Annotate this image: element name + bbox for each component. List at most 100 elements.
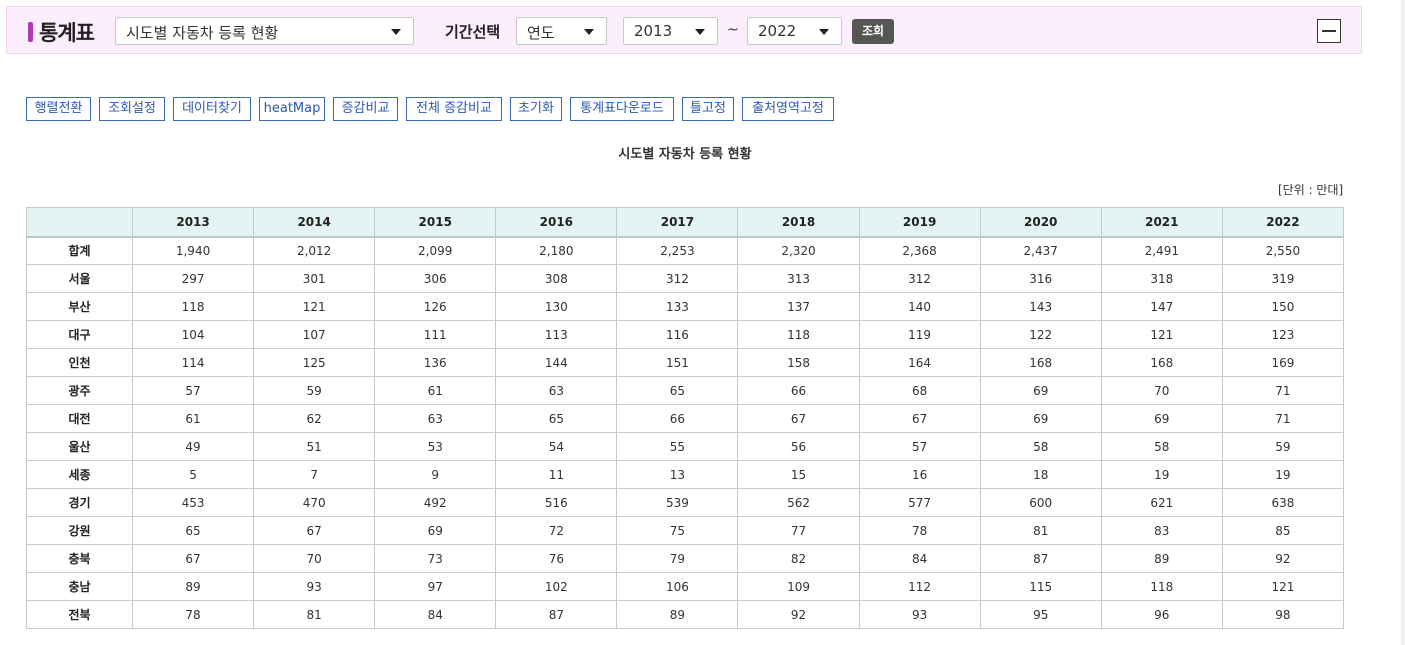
query-settings-button[interactable]: 조회설정 <box>99 97 165 121</box>
table-cell[interactable]: 137 <box>737 292 860 321</box>
row-header[interactable]: 세종 <box>26 460 133 489</box>
table-cell[interactable]: 319 <box>1221 264 1345 293</box>
table-select[interactable]: 시도별 자동차 등록 현황 <box>115 17 414 45</box>
table-cell[interactable]: 7 <box>253 460 376 489</box>
table-cell[interactable]: 104 <box>131 320 255 349</box>
table-cell[interactable]: 78 <box>858 516 981 545</box>
table-cell[interactable]: 87 <box>979 544 1102 573</box>
table-cell[interactable]: 125 <box>253 348 376 377</box>
table-cell[interactable]: 15 <box>737 460 860 489</box>
table-cell[interactable]: 16 <box>858 460 981 489</box>
table-cell[interactable]: 57 <box>131 376 255 405</box>
table-cell[interactable]: 318 <box>1100 264 1223 293</box>
table-cell[interactable]: 2,550 <box>1221 236 1345 265</box>
table-cell[interactable]: 95 <box>979 600 1102 629</box>
table-cell[interactable]: 539 <box>616 488 739 517</box>
table-cell[interactable]: 2,368 <box>858 236 981 265</box>
row-header[interactable]: 울산 <box>26 432 133 461</box>
table-cell[interactable]: 144 <box>495 348 618 377</box>
table-cell[interactable]: 150 <box>1221 292 1345 321</box>
table-cell[interactable]: 5 <box>131 460 255 489</box>
table-cell[interactable]: 89 <box>131 572 255 601</box>
table-cell[interactable]: 68 <box>858 376 981 405</box>
table-cell[interactable]: 121 <box>253 292 376 321</box>
table-cell[interactable]: 297 <box>131 264 255 293</box>
row-header[interactable]: 합계 <box>26 236 133 265</box>
column-header[interactable]: 2017 <box>616 207 739 238</box>
row-header[interactable]: 광주 <box>26 376 133 405</box>
table-cell[interactable]: 93 <box>858 600 981 629</box>
table-cell[interactable]: 72 <box>495 516 618 545</box>
table-cell[interactable]: 63 <box>495 376 618 405</box>
table-cell[interactable]: 121 <box>1221 572 1345 601</box>
collapse-icon[interactable] <box>1317 19 1341 43</box>
column-header[interactable]: 2020 <box>979 207 1102 238</box>
table-cell[interactable]: 73 <box>374 544 497 573</box>
table-cell[interactable]: 59 <box>253 376 376 405</box>
heatmap-button[interactable]: heatMap <box>259 97 325 121</box>
table-cell[interactable]: 113 <box>495 320 618 349</box>
table-cell[interactable]: 130 <box>495 292 618 321</box>
table-cell[interactable]: 122 <box>979 320 1102 349</box>
table-cell[interactable]: 2,320 <box>737 236 860 265</box>
freeze-panes-button[interactable]: 틀고정 <box>682 97 734 121</box>
table-cell[interactable]: 67 <box>737 404 860 433</box>
table-cell[interactable]: 92 <box>1221 544 1345 573</box>
table-cell[interactable]: 75 <box>616 516 739 545</box>
table-cell[interactable]: 71 <box>1221 404 1345 433</box>
table-cell[interactable]: 92 <box>737 600 860 629</box>
table-cell[interactable]: 9 <box>374 460 497 489</box>
table-cell[interactable]: 13 <box>616 460 739 489</box>
table-cell[interactable]: 470 <box>253 488 376 517</box>
table-cell[interactable]: 65 <box>131 516 255 545</box>
table-cell[interactable]: 61 <box>374 376 497 405</box>
row-header[interactable]: 경기 <box>26 488 133 517</box>
scrollbar[interactable] <box>1401 0 1405 645</box>
row-header[interactable]: 부산 <box>26 292 133 321</box>
column-header[interactable]: 2016 <box>495 207 618 238</box>
table-cell[interactable]: 313 <box>737 264 860 293</box>
table-cell[interactable]: 69 <box>979 404 1102 433</box>
row-header[interactable]: 대전 <box>26 404 133 433</box>
table-cell[interactable]: 136 <box>374 348 497 377</box>
table-cell[interactable]: 453 <box>131 488 255 517</box>
table-cell[interactable]: 106 <box>616 572 739 601</box>
table-cell[interactable]: 81 <box>979 516 1102 545</box>
table-cell[interactable]: 121 <box>1100 320 1223 349</box>
table-cell[interactable]: 312 <box>616 264 739 293</box>
table-cell[interactable]: 56 <box>737 432 860 461</box>
find-data-button[interactable]: 데이터찾기 <box>173 97 251 121</box>
download-button[interactable]: 통계표다운로드 <box>570 97 674 121</box>
row-header[interactable]: 충남 <box>26 572 133 601</box>
table-cell[interactable]: 70 <box>253 544 376 573</box>
table-cell[interactable]: 2,253 <box>616 236 739 265</box>
row-header[interactable]: 강원 <box>26 516 133 545</box>
table-cell[interactable]: 516 <box>495 488 618 517</box>
table-cell[interactable]: 69 <box>1100 404 1223 433</box>
table-cell[interactable]: 96 <box>1100 600 1223 629</box>
table-cell[interactable]: 18 <box>979 460 1102 489</box>
compare-all-button[interactable]: 전체 증감비교 <box>406 97 502 121</box>
table-cell[interactable]: 147 <box>1100 292 1223 321</box>
table-cell[interactable]: 600 <box>979 488 1102 517</box>
table-cell[interactable]: 78 <box>131 600 255 629</box>
table-cell[interactable]: 81 <box>253 600 376 629</box>
table-cell[interactable]: 126 <box>374 292 497 321</box>
table-cell[interactable]: 77 <box>737 516 860 545</box>
table-cell[interactable]: 65 <box>495 404 618 433</box>
end-year-select[interactable]: 2022 <box>747 17 842 45</box>
table-cell[interactable]: 65 <box>616 376 739 405</box>
table-cell[interactable]: 2,099 <box>374 236 497 265</box>
table-cell[interactable]: 11 <box>495 460 618 489</box>
table-cell[interactable]: 63 <box>374 404 497 433</box>
table-cell[interactable]: 492 <box>374 488 497 517</box>
table-cell[interactable]: 306 <box>374 264 497 293</box>
table-cell[interactable]: 67 <box>253 516 376 545</box>
table-cell[interactable]: 102 <box>495 572 618 601</box>
row-header[interactable]: 서울 <box>26 264 133 293</box>
table-cell[interactable]: 19 <box>1100 460 1223 489</box>
table-cell[interactable]: 93 <box>253 572 376 601</box>
table-cell[interactable]: 98 <box>1221 600 1345 629</box>
table-cell[interactable]: 133 <box>616 292 739 321</box>
table-cell[interactable]: 562 <box>737 488 860 517</box>
